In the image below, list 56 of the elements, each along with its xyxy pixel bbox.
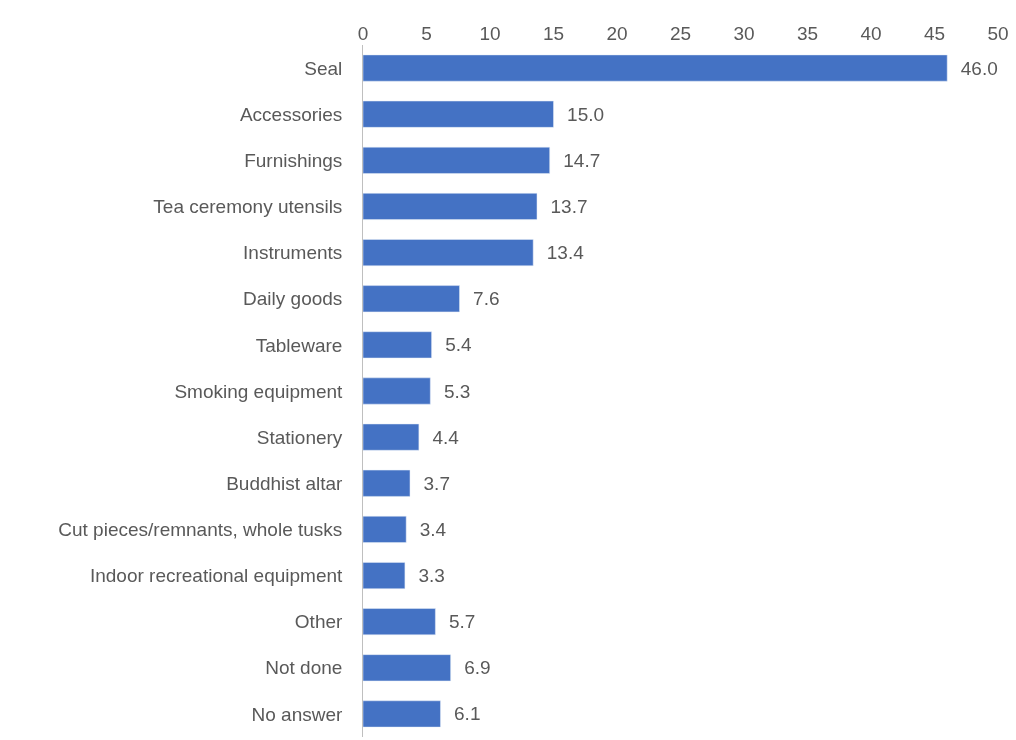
y-tick-label: Seal [304,57,359,79]
x-tick-label: 5 [421,23,432,45]
y-tick-label: Not done [265,657,359,679]
data-label: 4.4 [421,426,460,448]
data-label: 6.9 [453,657,491,679]
y-tick-label: Furnishings [244,149,359,171]
x-tick-label: 45 [923,23,946,45]
bar [363,700,441,728]
y-tick-label: Tableware [255,334,359,356]
data-label: 13.4 [536,242,585,264]
y-tick-label: No answer [251,703,359,725]
bar [363,285,460,313]
x-tick-label: 20 [606,23,628,45]
data-label: 13.7 [539,195,588,217]
data-label: 14.7 [552,149,601,171]
bar [363,469,411,497]
y-tick-label: Accessories [239,103,359,125]
bar [363,331,432,359]
data-label: 3.7 [412,472,450,494]
x-tick-label: 50 [987,23,1009,45]
y-tick-label: Tea ceremony utensils [153,196,359,218]
data-label: 46.0 [950,57,998,79]
bar [363,146,550,174]
bar [363,100,554,128]
data-label: 3.3 [407,565,445,587]
x-tick-label: 40 [860,23,882,45]
x-tick-label: 15 [542,23,565,45]
x-tick-label: 25 [669,23,692,45]
y-tick-label: Buddhist altar [226,472,359,494]
data-label: 15.0 [556,103,605,125]
y-tick-label: Instruments [243,242,359,264]
bar [363,654,451,682]
bar [363,562,406,589]
data-label: 6.1 [443,703,481,725]
data-label: 7.6 [462,288,500,310]
bar [363,377,431,405]
x-tick-label: 30 [733,23,755,45]
y-tick-label: Daily goods [243,288,359,310]
y-tick-label: Other [294,611,359,633]
bar [363,608,436,636]
bar [363,54,948,82]
bar [363,193,538,220]
x-tick-label: 35 [796,23,819,45]
bar [363,423,420,451]
data-label: 3.4 [409,518,447,540]
x-tick-label: 0 [357,23,369,45]
y-tick-label: Stationery [256,426,359,448]
data-label: 5.3 [433,380,471,402]
y-tick-label: Indoor recreational equipment [89,565,359,587]
x-tick-label: 10 [479,23,501,45]
bar [363,239,534,266]
data-label: 5.4 [434,334,472,356]
y-tick-label: Smoking equipment [174,380,359,402]
y-tick-label: Cut pieces/remnants, whole tusks [58,519,359,541]
data-label: 5.7 [438,611,476,633]
bar [363,516,407,543]
